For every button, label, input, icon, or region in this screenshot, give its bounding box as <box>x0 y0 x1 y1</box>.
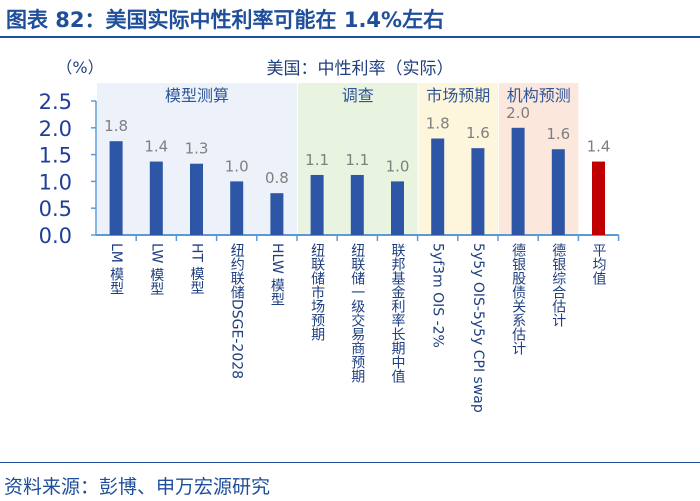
bar <box>511 127 525 235</box>
bar <box>190 163 203 235</box>
data-label: 1.1 <box>305 151 329 169</box>
data-label: 1.8 <box>104 117 128 135</box>
group-background <box>418 83 498 235</box>
data-label: 1.4 <box>144 138 168 156</box>
group-label: 模型测算 <box>165 86 229 105</box>
data-label: 1.8 <box>426 115 450 133</box>
data-label: 1.0 <box>386 157 410 175</box>
y-tick-label: 0.0 <box>39 224 72 248</box>
data-label: 1.6 <box>546 125 570 143</box>
data-label: 0.8 <box>265 169 289 187</box>
chart-title: 美国：中性利率（实际） <box>267 59 454 79</box>
data-label: 1.1 <box>345 151 369 169</box>
y-tick-label: 2.0 <box>39 117 72 141</box>
y-axis-unit: （%） <box>56 58 103 77</box>
group-label: 调查 <box>342 86 374 105</box>
bar <box>592 161 605 235</box>
group-label: 机构预测 <box>507 86 571 105</box>
x-tick-label: LM 模型 <box>108 243 125 296</box>
bar <box>109 141 123 235</box>
data-label: 1.3 <box>185 140 209 158</box>
y-tick-label: 0.5 <box>39 197 72 221</box>
figure-title: 图表 82：美国实际中性利率可能在 1.4%左右 <box>6 8 445 32</box>
x-tick-label: HLW 模型 <box>268 243 285 307</box>
x-tick-label: 联邦基金利率长期中值 <box>389 243 406 383</box>
bar <box>471 148 485 235</box>
data-label: 1.6 <box>466 124 490 142</box>
data-label: 1.4 <box>587 138 611 156</box>
bar <box>149 161 163 235</box>
source-divider <box>0 462 700 463</box>
x-tick-label: 纽约联储DSGE-2028 <box>228 243 245 380</box>
x-tick-label: LW 模型 <box>148 243 165 296</box>
x-tick-label: 德银综合估计 <box>550 243 567 327</box>
bar <box>310 174 324 235</box>
y-tick-label: 2.5 <box>39 90 72 114</box>
x-tick-label: 5yf3m OIS -2% <box>429 243 446 348</box>
bar <box>350 174 364 235</box>
bar <box>230 181 244 235</box>
group-label: 市场预期 <box>426 86 490 105</box>
data-label: 1.0 <box>225 157 249 175</box>
bar <box>270 193 284 235</box>
bar <box>391 181 404 235</box>
x-tick-label: 5y5y OIS-5y5y CPI swap <box>469 243 486 413</box>
x-tick-label: 平均值 <box>590 243 607 285</box>
x-tick-label: 纽联储市场预期 <box>309 243 326 341</box>
x-tick-label: HT 模型 <box>188 243 205 295</box>
source-note: 资料来源：彭博、申万宏源研究 <box>4 476 271 498</box>
data-label: 2.0 <box>506 104 530 122</box>
bar <box>551 149 565 235</box>
y-tick-label: 1.0 <box>39 170 72 194</box>
bar <box>431 138 445 235</box>
y-tick-label: 1.5 <box>39 144 72 168</box>
title-divider <box>0 36 700 38</box>
x-tick-label: 纽联储一级交易商预期 <box>349 243 366 383</box>
x-tick-label: 德银股债关系估计 <box>510 243 527 355</box>
